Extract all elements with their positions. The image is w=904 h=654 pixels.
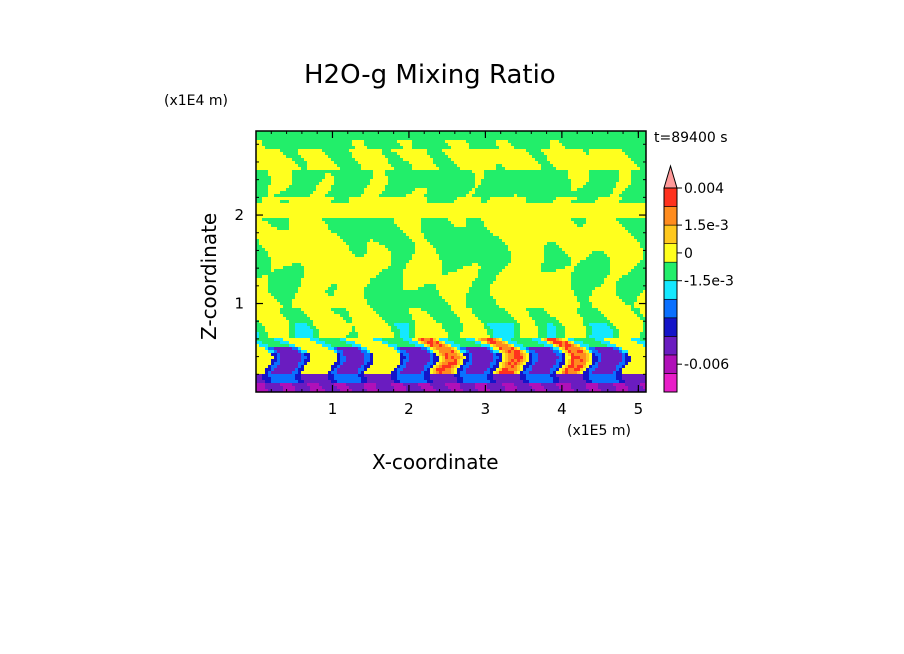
time-label: t=89400 s [654, 130, 728, 146]
colorbar-swatch [663, 336, 678, 356]
colorbar-swatch [663, 317, 678, 337]
colorbar-swatch [663, 187, 678, 207]
colorbar-swatch [663, 354, 678, 374]
colorbar-swatch [663, 261, 678, 282]
x-tick-label: 1 [328, 400, 338, 418]
colorbar-label: -0.006 [684, 357, 729, 373]
chart-title: H2O-g Mixing Ratio [304, 60, 556, 90]
x-tick-label: 4 [557, 400, 567, 418]
plot-frame [255, 130, 647, 393]
z-tick-label: 1 [234, 295, 244, 313]
colorbar-swatch [663, 298, 678, 319]
colorbar-swatch [663, 224, 678, 244]
colorbar-swatch [663, 373, 678, 393]
z-tick-label: 2 [234, 206, 244, 224]
colorbar-swatch [663, 280, 678, 300]
colorbar-swatch [663, 243, 678, 263]
x-units-label: (x1E5 m) [567, 423, 631, 439]
colorbar-label: 1.5e-3 [684, 218, 729, 234]
x-axis-label: X-coordinate [372, 450, 499, 474]
z-units-label: (x1E4 m) [164, 93, 228, 109]
colorbar-extension [663, 164, 678, 189]
colorbar-swatch [663, 206, 678, 226]
x-tick-label: 5 [634, 400, 644, 418]
colorbar-frame [663, 187, 678, 393]
contour-field [256, 131, 647, 393]
x-tick-label: 2 [404, 400, 414, 418]
x-tick-label: 3 [481, 400, 491, 418]
colorbar-label: 0 [684, 246, 693, 262]
colorbar-label: 0.004 [684, 181, 724, 197]
colorbar-label: -1.5e-3 [684, 274, 734, 290]
